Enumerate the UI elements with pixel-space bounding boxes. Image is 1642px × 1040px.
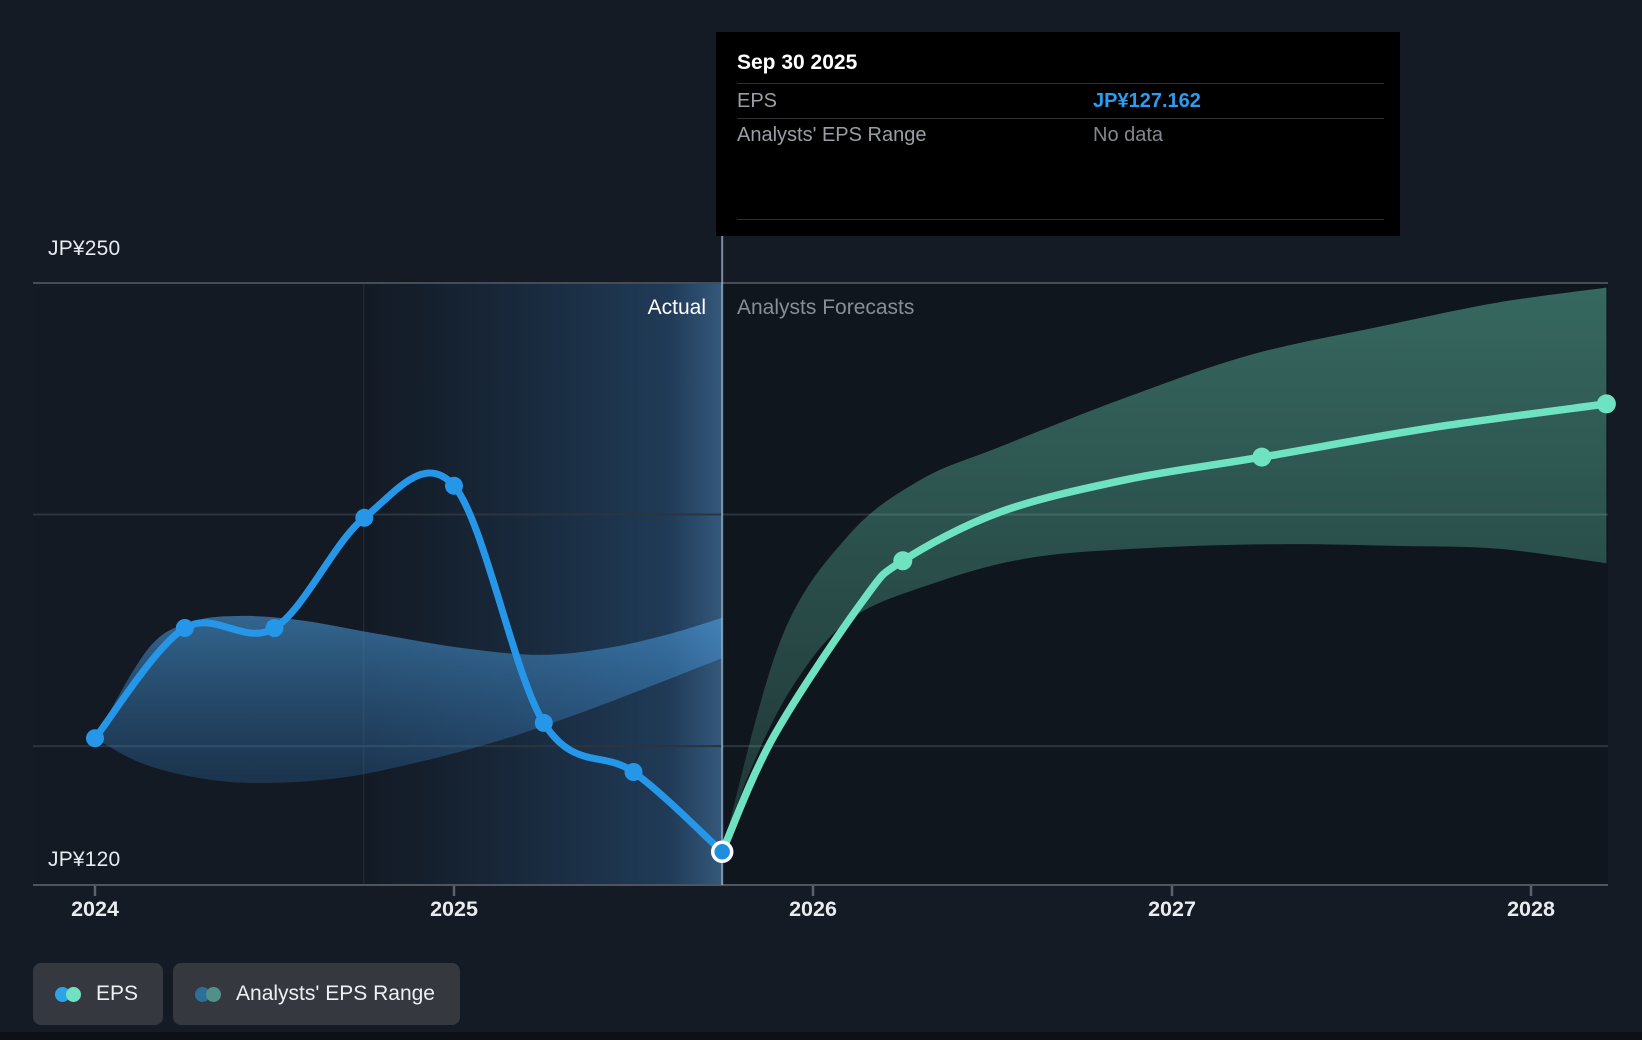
legend-item-eps[interactable]: EPS [33,963,164,1025]
legend-dot-icon [66,986,81,1002]
actual-data-point[interactable] [265,619,284,637]
forecast-section-label: Analysts Forecasts [737,296,915,319]
legend-series-dots-icon [195,986,222,1002]
hovered-data-point[interactable] [710,840,734,864]
actual-data-point[interactable] [355,508,374,527]
x-axis-tick-label: 2024 [71,897,119,921]
actual-data-point[interactable] [445,476,463,495]
forecast-data-point[interactable] [893,551,913,571]
actual-eps-range-band [95,615,723,784]
chart-tooltip: Sep 30 2025 EPS JP¥127.162 Analysts' EPS R… [716,32,1400,236]
tooltip-divider [737,219,1384,220]
chart-legend: EPS Analysts' EPS Range [33,963,460,1025]
tooltip-divider [737,118,1384,119]
tooltip-spacer [737,152,1384,219]
forecast-data-point[interactable] [1252,447,1272,467]
x-axis-tick-label: 2026 [789,897,837,921]
x-axis-tick-label: 2028 [1507,897,1555,921]
eps-forecast-line [718,400,1608,856]
legend-item-label: EPS [96,982,139,1005]
x-axis-tick-label: 2027 [1148,897,1196,921]
actual-data-point[interactable] [534,713,553,732]
analysts-eps-range-band [722,287,1607,852]
tooltip-row-label: Analysts' EPS Range [737,124,927,146]
y-axis-max-label: JP¥250 [48,237,121,260]
tooltip-row: EPS JP¥127.162 [737,84,1384,118]
tooltip-row-value: No data [1093,124,1164,146]
actual-data-point[interactable] [86,729,104,748]
legend-item-label: Analysts' EPS Range [236,982,435,1005]
tooltip-date-title: Sep 30 2025 [737,51,858,74]
x-axis-tick-label: 2025 [430,897,478,921]
legend-series-dots-icon [55,986,81,1002]
legend-dot-icon [206,986,222,1002]
tooltip-row-value: JP¥127.162 [1093,89,1201,112]
forecast-data-point[interactable] [1596,394,1616,414]
y-axis-min-label: JP¥120 [48,848,121,871]
actual-data-point[interactable] [624,763,643,781]
legend-item-analysts-eps-range[interactable]: Analysts' EPS Range [173,963,460,1025]
bottom-scroll-strip [0,1032,1642,1040]
actual-data-point[interactable] [175,619,194,637]
recent-period-highlight [363,283,723,885]
tooltip-row: Analysts' EPS Range No data [737,119,1384,152]
tooltip-row-label: EPS [737,89,778,112]
eps-actual-line [91,469,726,856]
actual-section-label: Actual [647,296,706,319]
divider-glow [670,283,723,885]
tooltip-divider [737,83,1384,84]
plot-area [91,287,1608,856]
